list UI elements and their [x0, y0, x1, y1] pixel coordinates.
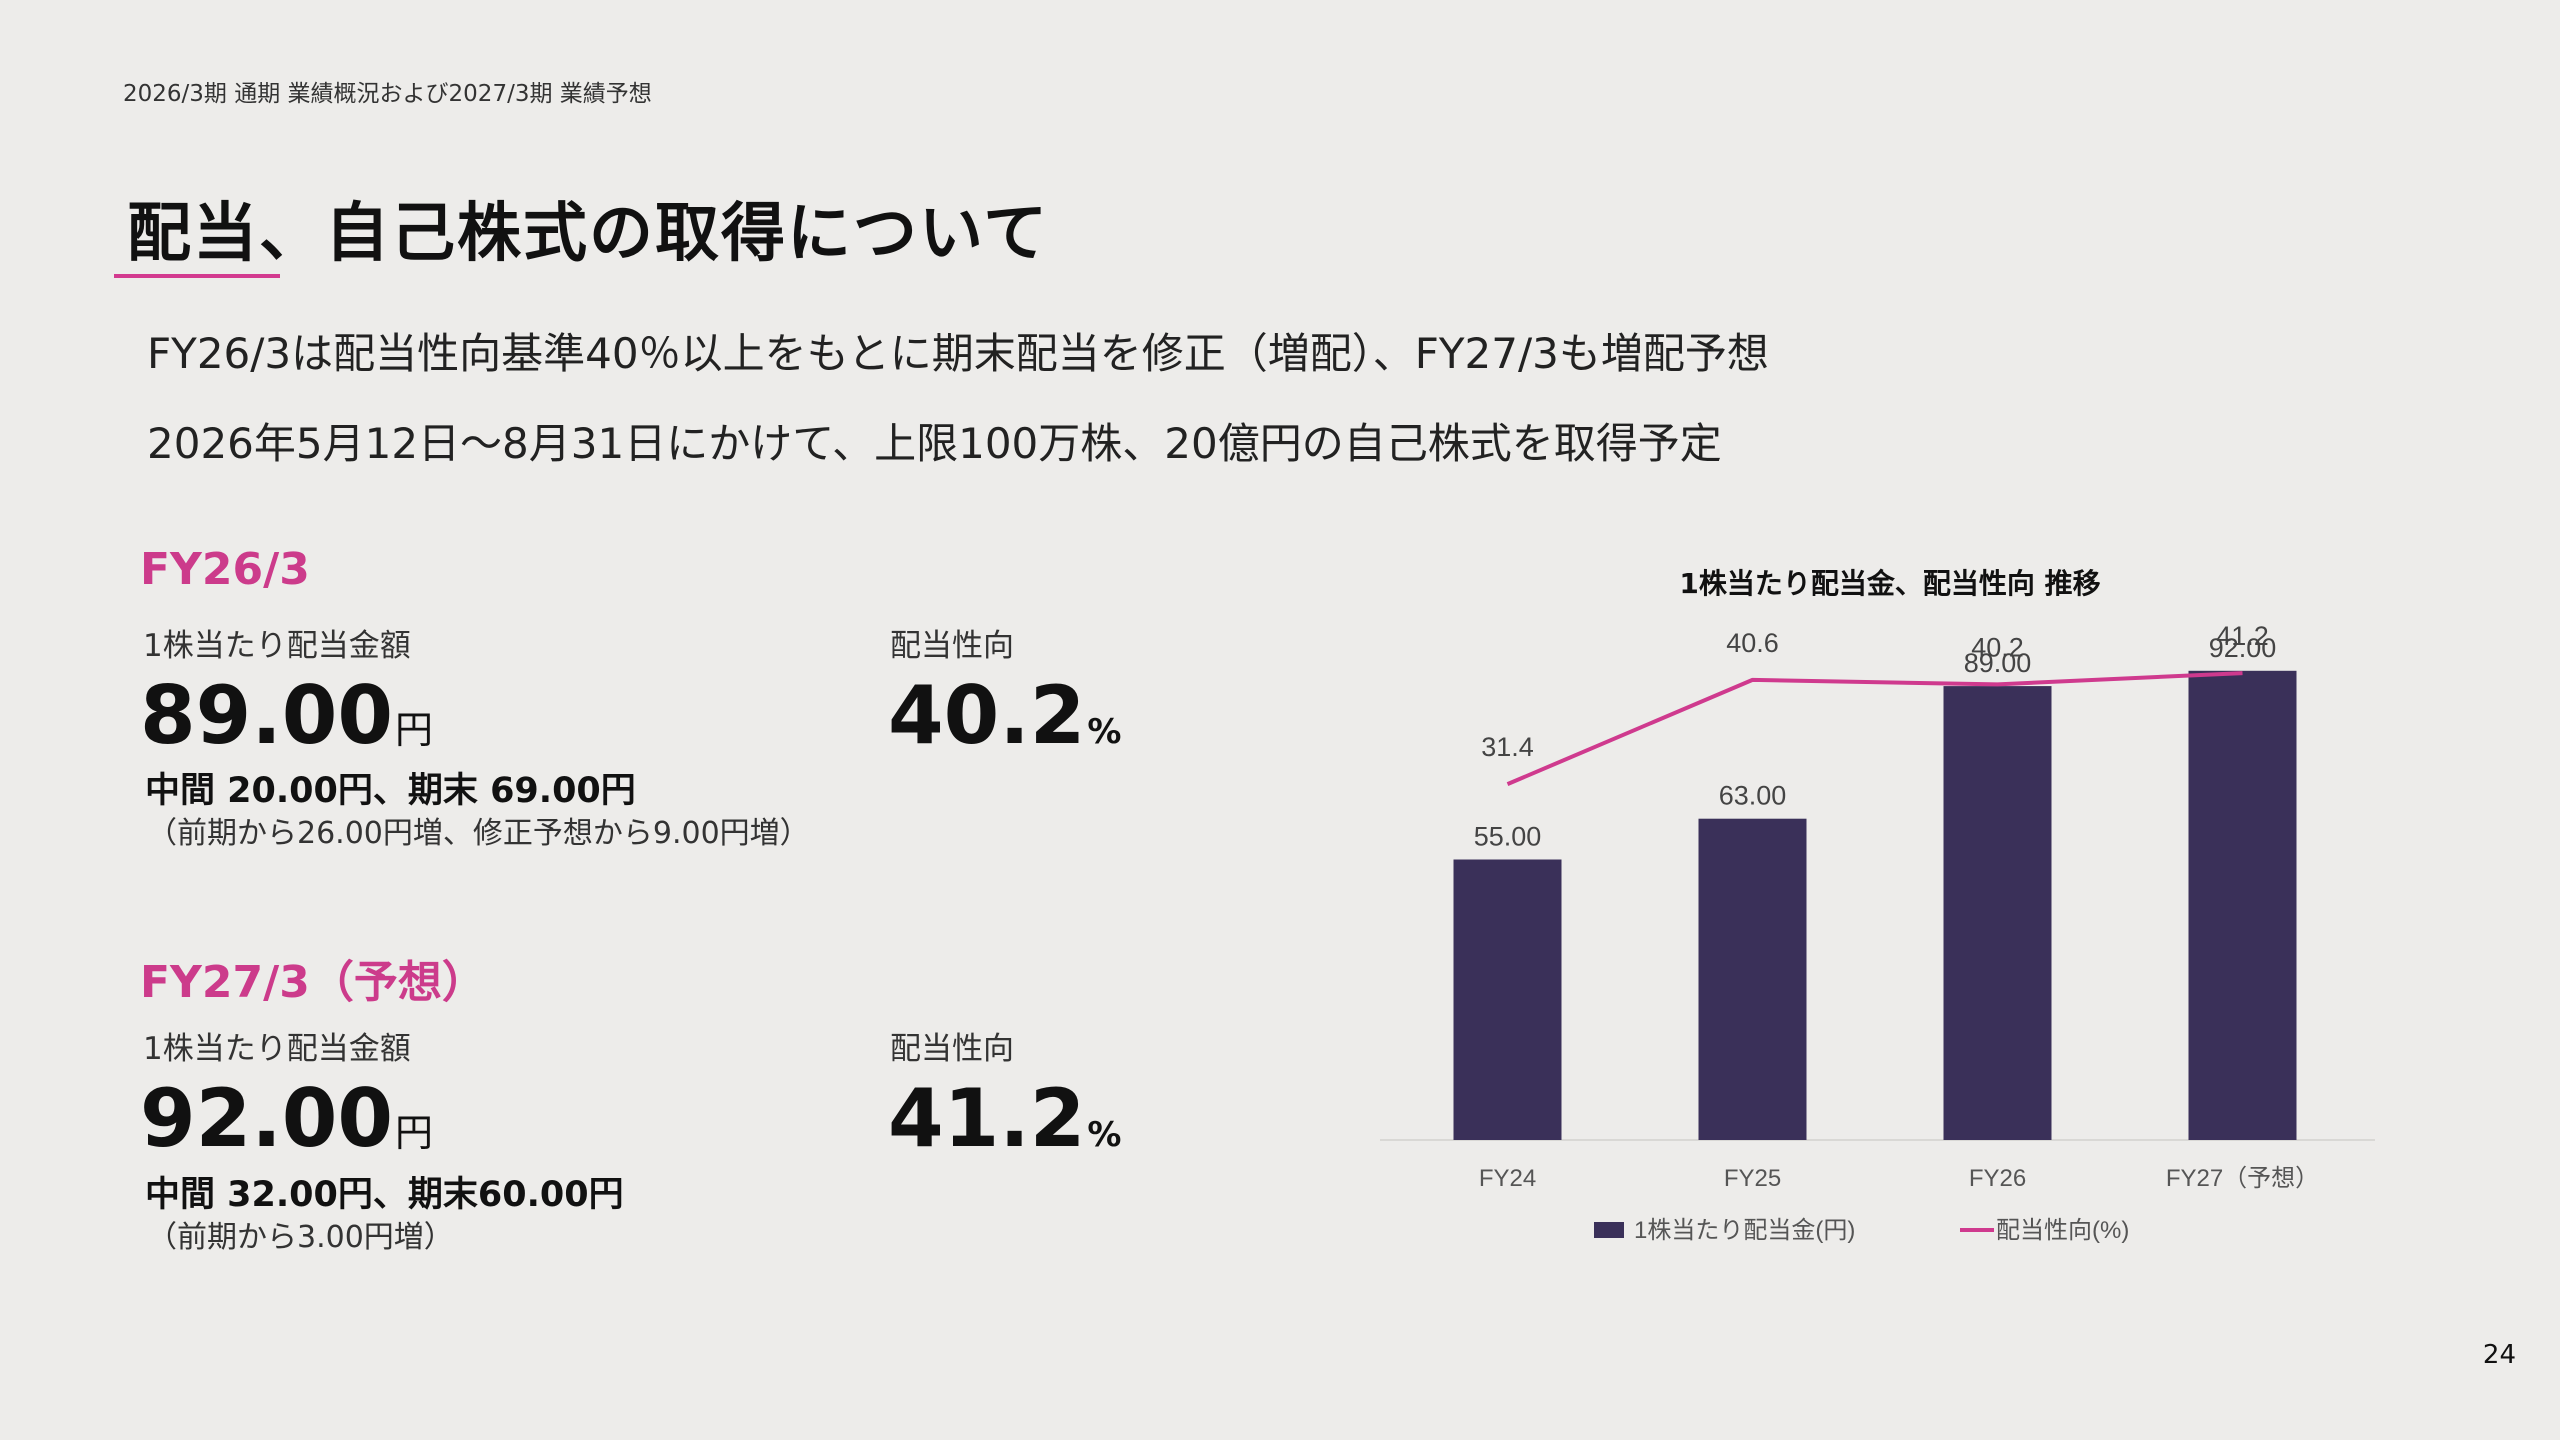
x-axis-tick-label: FY27（予想） — [2166, 1165, 2319, 1192]
page-number: 24 — [2482, 1340, 2516, 1370]
fy27-payout-unit: % — [1087, 1115, 1122, 1155]
x-axis-tick-label: FY24 — [1479, 1165, 1536, 1192]
lead-text-buyback: 2026年5月12日～8月31日にかけて、上限100万株、20億円の自己株式を取… — [147, 419, 1722, 468]
fy26-delta: （前期から26.00円増、修正予想から9.00円増） — [147, 816, 810, 851]
fy27-payout-label: 配当性向 — [890, 1031, 1014, 1067]
fy27-breakdown: 中間 32.00円、期末60.00円 — [145, 1175, 624, 1215]
payout-ratio-label: 40.2 — [1971, 632, 2024, 662]
fy27-dps-number: 92.00 — [140, 1072, 394, 1165]
fy26-heading: FY26/3 — [140, 544, 310, 595]
payout-ratio-line — [1506, 671, 2243, 786]
fy27-payout-value: 41.2% — [888, 1079, 1121, 1159]
fy26-payout-unit: % — [1087, 712, 1122, 752]
chart-title: 1株当たり配当金、配当性向 推移 — [1679, 567, 2101, 600]
payout-ratio-label: 41.2 — [2216, 621, 2269, 651]
legend-line-label: 配当性向(%) — [1996, 1217, 2129, 1244]
fy26-payout-number: 40.2 — [888, 669, 1086, 762]
fy26-dps-unit: 円 — [395, 708, 434, 752]
dps-bar-label: 92.00 — [2209, 633, 2277, 663]
fy27-delta: （前期から3.00円増） — [147, 1220, 454, 1255]
dps-bar-label: 89.00 — [1964, 648, 2032, 678]
dps-bar — [2188, 670, 2297, 1140]
lead-text-dividend: FY26/3は配当性向基準40％以上をもとに期末配当を修正（増配）、FY27/3… — [147, 329, 1769, 378]
slide-title: 配当、自己株式の取得について — [127, 197, 1050, 271]
dps-bar — [1943, 686, 2052, 1140]
fy27-dps-label: 1株当たり配当金額 — [143, 1031, 411, 1067]
dps-bar — [1698, 818, 1807, 1140]
payout-ratio-label: 31.4 — [1481, 732, 1534, 762]
fy27-dps-unit: 円 — [395, 1111, 434, 1155]
fy27-heading: FY27/3（予想） — [140, 957, 486, 1008]
fy26-payout-label: 配当性向 — [890, 628, 1014, 664]
fy26-dps-label: 1株当たり配当金額 — [143, 628, 411, 664]
dividend-payout-chart: 55.00 63.00 89.00 92.00 FY24 FY25 FY26 FY27（予想）… — [1380, 621, 2375, 1244]
fy26-dps-number: 89.00 — [140, 669, 394, 762]
x-axis-tick-label: FY25 — [1724, 1165, 1781, 1192]
header-caption: 2026/3期 通期 業績概況および2027/3期 業績予想 — [123, 81, 652, 107]
dps-bar — [1453, 859, 1562, 1140]
dps-bar-label: 63.00 — [1719, 781, 1787, 811]
fy26-breakdown: 中間 20.00円、期末 69.00円 — [145, 771, 636, 811]
fy26-dps-value: 89.00円 — [140, 676, 433, 756]
title-underline — [114, 274, 280, 278]
payout-ratio-label: 40.6 — [1726, 628, 1779, 658]
fy26-payout-value: 40.2% — [888, 676, 1121, 756]
fy27-payout-number: 41.2 — [888, 1072, 1086, 1165]
dps-bar-label: 55.00 — [1474, 822, 1542, 852]
legend-bar-label: 1株当たり配当金(円) — [1634, 1217, 1855, 1244]
fy27-dps-value: 92.00円 — [140, 1079, 433, 1159]
x-axis-tick-label: FY26 — [1969, 1165, 2026, 1192]
legend-bar-swatch — [1594, 1222, 1624, 1238]
